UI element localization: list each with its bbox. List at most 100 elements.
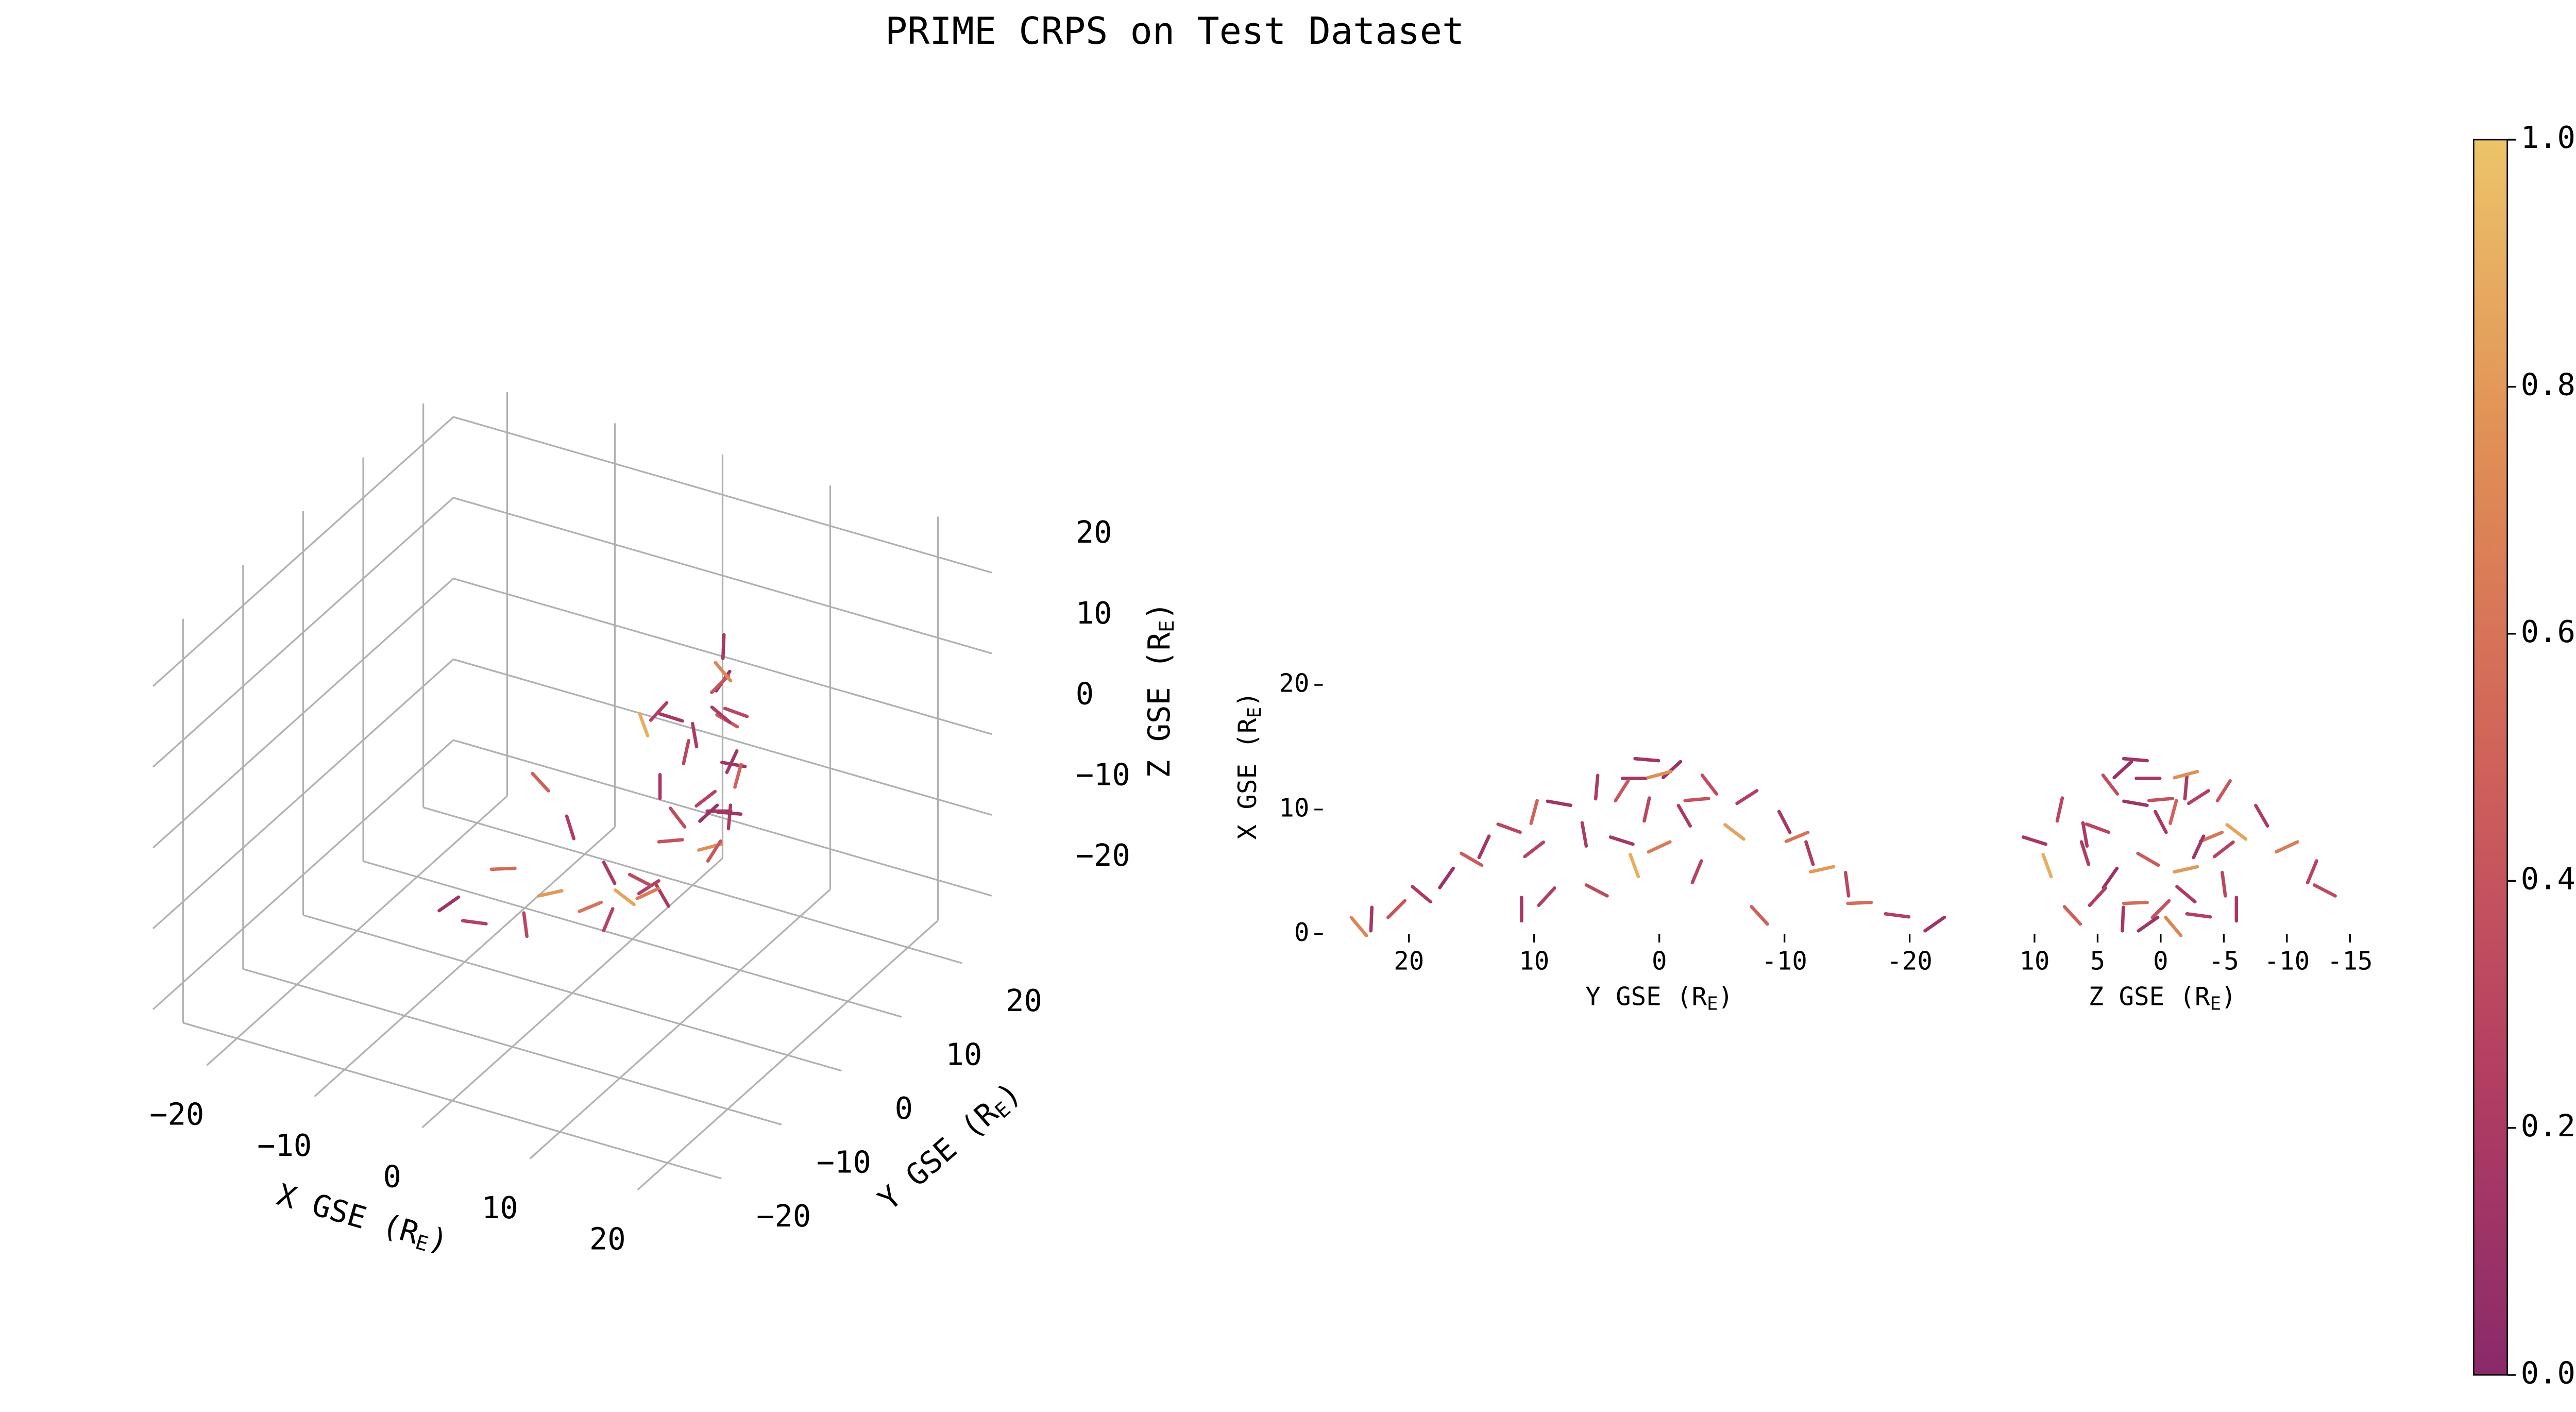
point-zx [2221, 870, 2227, 898]
point-yx [1496, 822, 1522, 834]
x-tick-label: -10 [2264, 947, 2310, 976]
label-sub: E [1156, 620, 1179, 632]
grid-line [453, 416, 992, 574]
colorbar-tick-label: 0.6 [2521, 614, 2575, 649]
y-tick-label: 10 [946, 1037, 982, 1072]
point-zx [2215, 779, 2232, 803]
x-tick-label: 0 [1652, 947, 1667, 976]
point-yx [1584, 883, 1609, 898]
point-zx [2306, 859, 2318, 885]
z-tick-label: 10 [1076, 595, 1112, 631]
point-zx [2122, 799, 2149, 807]
point-3d [637, 879, 660, 896]
point-yx [1438, 866, 1455, 889]
point-zx [2164, 916, 2183, 937]
point-3d [723, 707, 749, 718]
point-zx [2212, 840, 2235, 859]
chart-title: PRIME CRPS on Test Dataset [885, 9, 1464, 53]
x-tick-label: -15 [2327, 947, 2372, 976]
point-zx [2154, 810, 2168, 834]
colorbar-tick-label: 0.0 [2521, 1355, 2575, 1390]
point-yx [1750, 905, 1769, 926]
point-zx [2168, 799, 2178, 826]
label-part: ) [1232, 692, 1262, 707]
z-tick-label: −10 [1076, 757, 1130, 792]
z-tick-label: 20 [1076, 514, 1112, 550]
yx-y-label: X GSE (RE) [1232, 692, 1265, 839]
point-zx [2274, 840, 2299, 854]
point-zx [2101, 774, 2120, 796]
point-zx [2150, 899, 2171, 919]
point-yx [1923, 915, 1946, 933]
point-yx [1661, 760, 1683, 780]
label-part: Z GSE (R [1141, 632, 1177, 778]
grid-line [453, 658, 992, 816]
point-yx [1614, 779, 1630, 803]
point-yx [1884, 912, 1911, 919]
x-tick-label: 10 [2019, 947, 2049, 976]
point-yx [1386, 899, 1406, 919]
point-yx [1683, 797, 1710, 802]
grid-line [152, 739, 454, 1010]
x-tick-label: −20 [149, 1097, 204, 1132]
point-3d [658, 712, 684, 723]
point-zx [2198, 830, 2224, 844]
point-3d [710, 674, 731, 694]
point-3d [710, 705, 732, 725]
point-yx [1647, 840, 1672, 854]
point-zx [2147, 797, 2174, 802]
point-3d [638, 712, 650, 737]
label-part: Z GSE (R [2089, 982, 2210, 1011]
label-part: Y GSE (R [871, 1095, 1005, 1217]
point-zx [2183, 774, 2189, 801]
x-axis-label: X GSE (RE) [273, 1176, 452, 1261]
point-zx [2225, 823, 2248, 841]
point-yx [1460, 851, 1484, 867]
colorbar-tick-label: 0.8 [2521, 367, 2575, 402]
y-tick-label: 0 [1294, 918, 1309, 947]
point-3d [716, 810, 743, 816]
x-tick-label: 20 [589, 1221, 626, 1256]
label-part: Y GSE (R [1585, 982, 1707, 1011]
point-3d [726, 803, 733, 831]
point-zx [2136, 851, 2160, 867]
point-yx [1523, 840, 1546, 859]
label-part: ) [1141, 602, 1177, 620]
point-yx [1777, 810, 1792, 834]
point-zx [2062, 905, 2082, 926]
z-tick-label: 0 [1076, 676, 1094, 712]
point-3d [628, 872, 652, 887]
point-zx [2173, 865, 2199, 874]
point-yx [1735, 789, 1759, 805]
x-tick-label: 10 [1519, 947, 1549, 976]
point-yx [1808, 865, 1836, 874]
point-zx [2079, 840, 2091, 866]
point-zx [2112, 760, 2133, 780]
point-zx [2187, 789, 2210, 805]
grid-line [243, 968, 782, 1125]
x-tick-label: -10 [1761, 947, 1807, 976]
label-part: ) [2221, 982, 2236, 1011]
point-yx [1784, 830, 1810, 844]
x-tick-label: -20 [1887, 947, 1932, 976]
yx-x-label: Y GSE (RE) [1585, 982, 1733, 1015]
point-yx [1580, 821, 1588, 848]
y-tick-label: 0 [895, 1090, 913, 1126]
point-yx [1642, 796, 1651, 823]
point-yx [1723, 823, 1745, 841]
grid-line [152, 497, 454, 768]
point-zx [2084, 822, 2111, 834]
point-zx [2121, 905, 2125, 933]
x-tick-label: 10 [482, 1190, 518, 1225]
point-yx [1546, 799, 1573, 807]
grid-line [423, 806, 962, 964]
point-3d [706, 839, 722, 863]
x-tick-label: 0 [2153, 947, 2168, 976]
point-yx [1477, 834, 1491, 860]
point-yx [1676, 803, 1692, 828]
point-3d [537, 889, 564, 898]
label-sub: E [2210, 994, 2222, 1015]
label-part: ) [1718, 982, 1733, 1011]
